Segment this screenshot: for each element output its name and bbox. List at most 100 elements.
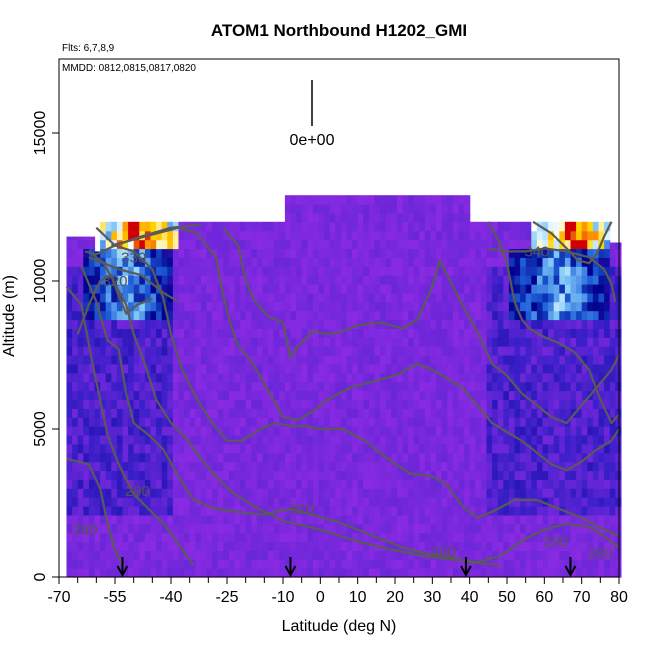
heat-cell xyxy=(492,292,499,303)
heat-cell xyxy=(217,559,224,569)
heat-cell xyxy=(430,506,437,516)
heat-cell xyxy=(284,257,292,267)
heat-cell xyxy=(139,337,146,347)
heat-cell xyxy=(346,310,353,321)
heat-cell xyxy=(212,328,219,338)
heat-cell xyxy=(256,381,264,392)
heat-cell xyxy=(161,497,168,507)
heat-cell xyxy=(536,355,544,365)
heat-cell xyxy=(570,381,577,392)
heat-cell xyxy=(324,523,331,534)
heat-cell xyxy=(615,390,622,400)
heat-cell xyxy=(88,550,96,560)
heat-cell xyxy=(581,434,588,445)
heat-cell xyxy=(301,239,308,250)
heat-cell xyxy=(128,550,135,560)
heat-cell xyxy=(576,479,583,489)
heat-cell xyxy=(402,301,409,312)
heat-cell xyxy=(413,284,420,294)
heat-cell xyxy=(116,363,124,374)
heat-cell xyxy=(346,408,353,418)
heat-cell xyxy=(508,355,516,365)
heat-cell xyxy=(324,541,331,551)
heat-cell xyxy=(486,248,493,258)
heat-cell xyxy=(245,559,252,569)
heat-cell xyxy=(279,434,286,445)
heat-cell xyxy=(301,355,308,365)
heat-cell xyxy=(570,506,577,516)
heat-cell xyxy=(133,479,140,489)
heat-cell xyxy=(312,559,320,569)
heat-cell xyxy=(576,550,583,560)
heat-cell xyxy=(307,239,314,250)
heat-cell xyxy=(424,497,432,507)
heat-cell xyxy=(234,408,241,418)
heat-cell xyxy=(251,506,258,516)
heat-cell xyxy=(273,443,280,454)
heat-cell xyxy=(447,301,454,312)
heat-cell xyxy=(424,541,432,551)
heat-cell xyxy=(223,452,230,463)
heat-cell xyxy=(413,275,420,285)
heat-cell xyxy=(430,372,437,383)
heat-cell xyxy=(251,257,258,267)
heat-cell xyxy=(548,292,555,303)
heat-cell xyxy=(200,568,208,578)
heat-cell xyxy=(72,266,79,276)
heat-cell xyxy=(508,257,516,267)
heat-cell xyxy=(228,479,236,489)
heat-cell xyxy=(307,195,314,205)
heat-cell xyxy=(553,372,560,383)
heat-cell xyxy=(223,532,230,543)
heat-cell xyxy=(408,204,415,214)
heat-cell xyxy=(150,301,157,312)
heat-cell xyxy=(156,568,163,578)
heat-cell xyxy=(469,479,476,489)
heat-cell xyxy=(363,514,370,525)
heat-cell xyxy=(240,417,247,427)
heat-cell xyxy=(116,284,124,294)
heat-cell xyxy=(570,426,577,436)
heat-cell xyxy=(480,230,488,241)
heat-cell xyxy=(430,470,437,480)
y-axis-label: Altitude (m) xyxy=(1,275,18,357)
heat-cell xyxy=(413,479,420,489)
heat-cell xyxy=(514,399,521,409)
heat-cell xyxy=(100,310,107,321)
heat-cell xyxy=(212,461,219,472)
heat-cell xyxy=(83,239,90,250)
heat-cell xyxy=(223,541,230,551)
heat-cell xyxy=(279,479,286,489)
heat-cell xyxy=(352,266,359,276)
heat-cell xyxy=(520,541,527,551)
heat-cell xyxy=(553,479,560,489)
heat-cell xyxy=(391,541,398,551)
heat-cell xyxy=(581,284,588,294)
heat-cell xyxy=(380,381,387,392)
heat-cell xyxy=(66,372,73,383)
heat-cell xyxy=(66,248,73,258)
heat-cell xyxy=(357,337,364,347)
heat-cell xyxy=(217,568,224,578)
heat-cell xyxy=(200,523,208,534)
heat-cell xyxy=(77,408,84,418)
heat-cell xyxy=(514,355,521,365)
heat-cell xyxy=(178,390,185,400)
heat-cell xyxy=(380,230,387,241)
heat-cell xyxy=(604,328,611,338)
heat-cell xyxy=(609,452,616,463)
heat-cell xyxy=(520,488,527,498)
heat-cell xyxy=(486,266,493,276)
heat-cell xyxy=(256,257,264,267)
heat-cell xyxy=(363,284,370,294)
heat-cell xyxy=(570,434,577,445)
heat-cell xyxy=(296,292,303,303)
heat-cell xyxy=(357,266,364,276)
heat-cell xyxy=(576,443,583,454)
heat-cell xyxy=(77,266,84,276)
heat-cell xyxy=(564,284,572,294)
heat-cell xyxy=(514,310,521,321)
heat-cell xyxy=(200,355,208,365)
heat-cell xyxy=(548,461,555,472)
heat-cell xyxy=(548,284,555,294)
